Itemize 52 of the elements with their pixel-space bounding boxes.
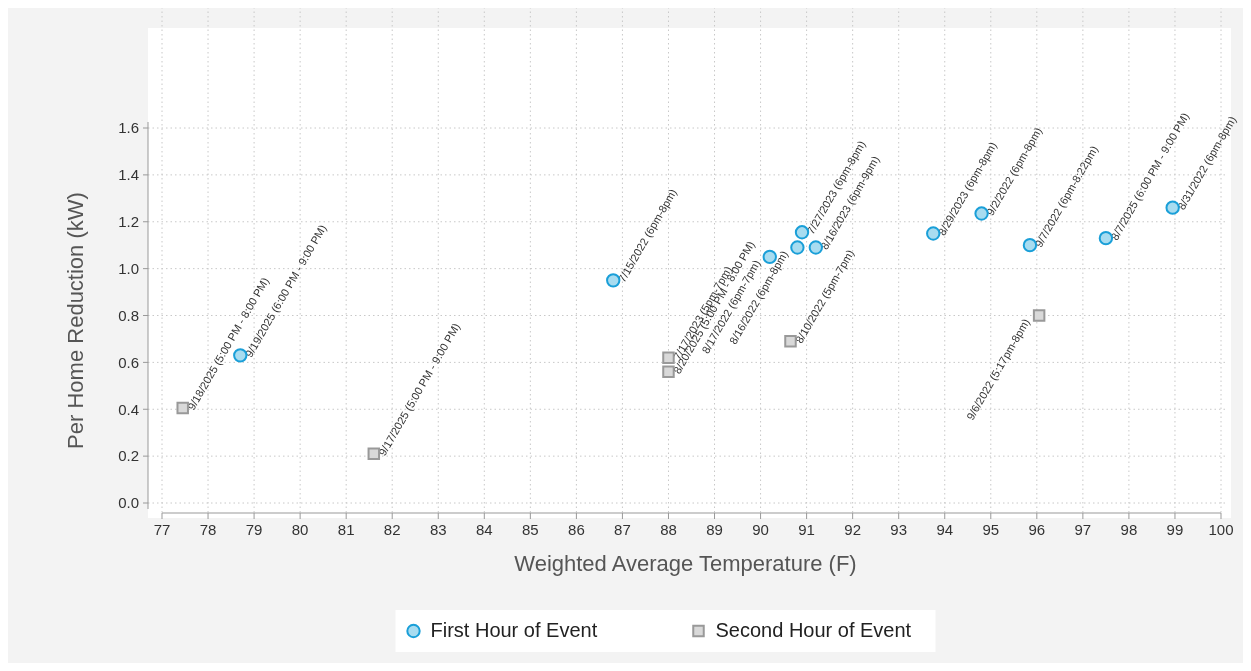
y-tick-label: 0.2: [118, 447, 139, 465]
point: [790, 240, 805, 255]
x-tick-label: 80: [291, 521, 309, 538]
y-tick-label: 1.0: [118, 259, 139, 277]
x-tick-label: 85: [522, 521, 539, 538]
x-tick-label: 93: [890, 521, 908, 538]
point: [662, 365, 675, 378]
point: [176, 401, 189, 415]
x-tick-label: 98: [1120, 521, 1138, 538]
x-tick-label: 77: [153, 521, 171, 538]
point: [808, 240, 823, 255]
x-tick-label: 78: [199, 521, 217, 538]
y-tick-label: 0.0: [118, 494, 139, 512]
legend-label: First Hour of Event: [430, 619, 598, 641]
y-axis-title: Per Home Reduction (kW): [63, 192, 88, 449]
legend-label: Second Hour of Event: [715, 619, 912, 641]
y-tick-label: 0.4: [118, 400, 139, 418]
point: [367, 447, 381, 461]
x-tick-label: 79: [245, 521, 263, 538]
x-tick-label: 83: [429, 521, 447, 538]
point: [1032, 309, 1046, 322]
y-tick-label: 0.6: [118, 353, 139, 371]
point: [794, 225, 810, 240]
point: [974, 206, 989, 221]
x-tick-label: 90: [752, 521, 769, 538]
x-tick-label: 86: [568, 521, 585, 538]
point: [1022, 238, 1038, 253]
x-tick-label: 94: [936, 521, 954, 538]
x-tick-label: 100: [1208, 521, 1234, 538]
x-tick-label: 89: [706, 521, 723, 538]
x-tick-label: 96: [1028, 521, 1046, 538]
x-tick-label: 81: [337, 521, 355, 538]
y-tick-label: 0.8: [118, 306, 139, 324]
point: [784, 335, 797, 348]
y-tick-label: 1.2: [118, 213, 139, 230]
y-tick-label: 1.4: [118, 166, 139, 184]
x-tick-label: 84: [475, 521, 493, 538]
x-tick-label: 88: [660, 521, 677, 538]
x-tick-label: 92: [844, 521, 861, 538]
point: [926, 226, 941, 241]
point: [1098, 230, 1114, 246]
y-tick-label: 1.6: [118, 119, 139, 137]
x-axis-title: Weighted Average Temperature (F): [514, 551, 857, 576]
point: [1165, 200, 1180, 215]
x-tick-label: 87: [614, 521, 631, 538]
point: [233, 348, 248, 363]
x-tick-label: 82: [383, 521, 401, 538]
x-tick-label: 95: [982, 521, 1000, 538]
x-tick-label: 97: [1074, 521, 1092, 538]
point: [606, 273, 621, 288]
x-tick-label: 99: [1166, 521, 1184, 538]
x-tick-label: 91: [798, 521, 815, 538]
